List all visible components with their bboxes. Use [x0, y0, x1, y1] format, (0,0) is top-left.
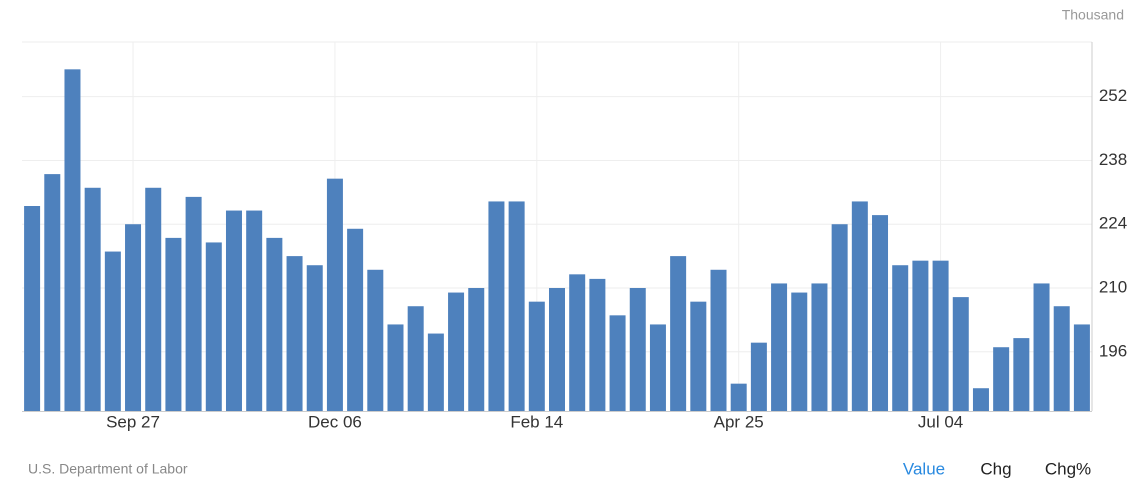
y-tick-label: 252: [1099, 86, 1127, 105]
bar: [145, 187, 162, 411]
y-tick-label: 196: [1099, 341, 1127, 360]
bar: [710, 269, 727, 411]
bar: [104, 251, 121, 411]
bar: [1013, 338, 1030, 411]
bar: [831, 224, 848, 411]
bar: [125, 224, 142, 411]
tab[interactable]: Chg%: [1045, 459, 1091, 478]
bar: [528, 301, 545, 411]
bar: [972, 388, 989, 411]
bar: [549, 288, 565, 411]
bar: [64, 69, 81, 411]
bar: [44, 174, 61, 411]
bar: [649, 324, 666, 411]
bar: [851, 201, 868, 411]
bar: [306, 265, 323, 411]
bar: [730, 383, 747, 411]
y-tick-label: 224: [1099, 214, 1127, 233]
bar: [84, 187, 101, 411]
x-tick-label: Sep 27: [106, 412, 160, 431]
bar: [932, 260, 949, 411]
unit-label: Thousand: [1062, 7, 1124, 23]
bar: [367, 269, 384, 411]
bar: [427, 333, 444, 411]
bar: [1073, 324, 1090, 411]
bar: [791, 292, 808, 411]
bar: [629, 288, 646, 411]
x-tick-label: Apr 25: [714, 412, 764, 431]
bar: [690, 301, 707, 411]
y-tick-label: 238: [1099, 150, 1127, 169]
source: U.S. Department of Labor: [28, 461, 188, 477]
bar: [771, 283, 788, 411]
bar: [670, 256, 687, 411]
bar: [508, 201, 525, 411]
bar: [165, 237, 182, 411]
bar: [488, 201, 505, 411]
bar: [589, 278, 606, 411]
bar: [569, 274, 586, 411]
bar: [1033, 283, 1050, 411]
bar: [468, 288, 485, 411]
bar: [912, 260, 929, 411]
bar: [993, 347, 1010, 411]
bar: [609, 315, 626, 411]
bar: [448, 292, 465, 411]
bar: [872, 215, 889, 411]
tab[interactable]: Value: [903, 459, 945, 478]
bar: [407, 306, 424, 411]
bar: [892, 265, 909, 411]
bar: [205, 242, 222, 411]
y-tick-label: 210: [1099, 277, 1127, 296]
bar: [225, 210, 242, 411]
bar: [387, 324, 404, 411]
bar: [347, 228, 364, 411]
bar: [24, 206, 41, 411]
tab[interactable]: Chg: [980, 459, 1011, 478]
bar: [1053, 306, 1070, 411]
bar: [246, 210, 263, 411]
bar: [326, 178, 343, 411]
bar: [952, 297, 969, 411]
bar: [750, 342, 767, 411]
bar: [266, 237, 283, 411]
bar: [286, 256, 303, 411]
x-tick-label: Dec 06: [308, 412, 362, 431]
x-tick-label: Feb 14: [510, 412, 563, 431]
x-tick-label: Jul 04: [918, 412, 963, 431]
bar: [811, 283, 828, 411]
bar: [185, 196, 202, 411]
